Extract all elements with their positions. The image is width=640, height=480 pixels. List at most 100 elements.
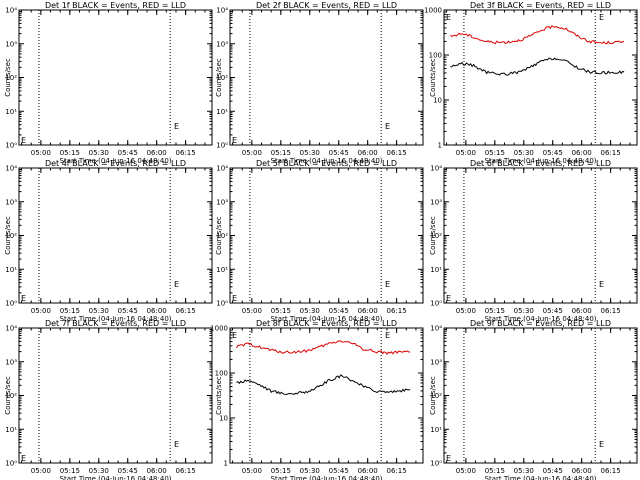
event-flag: E <box>446 13 451 22</box>
series-line-1 <box>450 57 625 76</box>
series-line-1 <box>236 374 411 396</box>
event-flag: E <box>599 280 604 289</box>
x-axis-label: Start Time (04-Jun-16 04:48:40) <box>485 475 597 480</box>
y-tick-label: 10⁴ <box>5 7 17 15</box>
x-tick-label: 05:45 <box>543 467 563 475</box>
x-tick-label: 06:00 <box>147 149 167 157</box>
x-axis-label: Start Time (04-Jun-16 04:48:40) <box>485 157 597 165</box>
event-flag: E <box>446 294 451 303</box>
y-axis-label: Counts/sec <box>4 376 12 415</box>
x-tick-label: 05:00 <box>242 149 262 157</box>
y-tick-label: 10³ <box>5 358 17 366</box>
y-tick-label: 1000 <box>424 7 442 15</box>
y-tick-label: 100 <box>215 370 228 378</box>
y-tick-label: 10² <box>216 74 228 82</box>
x-axis-label: Start Time (04-Jun-16 04:48:40) <box>485 315 597 323</box>
y-tick-label: 10³ <box>430 198 442 206</box>
panel-title: Det 3f BLACK = Events, RED = LLD <box>470 1 611 10</box>
plot-frame <box>18 327 213 464</box>
plot-frame <box>18 167 213 304</box>
plot-frame <box>443 9 638 146</box>
y-tick-label: 10⁰ <box>430 460 442 468</box>
y-tick-label: 10⁰ <box>216 300 228 308</box>
x-tick-label: 05:45 <box>118 307 138 315</box>
y-tick-label: 10⁴ <box>216 165 228 173</box>
x-tick-label: 05:15 <box>271 149 291 157</box>
plot-frame <box>229 9 424 146</box>
y-tick-label: 10³ <box>5 40 17 48</box>
y-axis-label: Counts/sec <box>215 58 223 97</box>
x-tick-label: 06:15 <box>176 149 196 157</box>
x-tick-label: 05:30 <box>300 307 320 315</box>
x-tick-label: 06:00 <box>358 467 378 475</box>
y-tick-label: 10³ <box>216 198 228 206</box>
det-panel-4: Det 4f BLACK = Events, RED = LLD 10⁰ 10¹ 10… <box>4 159 213 323</box>
y-tick-label: 10⁴ <box>430 165 442 173</box>
x-tick-label: 05:30 <box>89 307 109 315</box>
y-tick-label: 10² <box>216 232 228 240</box>
event-flag: E <box>599 440 604 449</box>
event-flag: E <box>232 331 237 340</box>
y-tick-label: 10 <box>433 97 442 105</box>
y-axis-label: Counts/sec <box>429 216 437 255</box>
x-tick-label: 06:00 <box>147 307 167 315</box>
x-tick-label: 05:45 <box>329 149 349 157</box>
y-axis-label: Counts/sec <box>215 216 223 255</box>
det-panel-2: Det 2f BLACK = Events, RED = LLD 10⁰ 10¹ 10… <box>215 1 424 165</box>
x-tick-label: 05:15 <box>485 307 505 315</box>
y-tick-label: 10⁰ <box>216 142 228 150</box>
panel-title: Det 2f BLACK = Events, RED = LLD <box>256 1 397 10</box>
x-axis-label: Start Time (04-Jun-16 04:48:40) <box>60 157 172 165</box>
det-panel-8: Det 8f BLACK = Events, RED = LLD 1 10 100 10… <box>210 319 424 480</box>
x-tick-label: 05:00 <box>242 467 262 475</box>
x-tick-label: 05:30 <box>514 307 534 315</box>
series-line-0 <box>235 340 411 356</box>
x-tick-label: 05:45 <box>543 149 563 157</box>
y-tick-label: 1 <box>438 142 442 150</box>
y-axis-label: Counts/sec <box>4 58 12 97</box>
x-tick-label: 06:00 <box>572 307 592 315</box>
event-flag: E <box>385 280 390 289</box>
x-tick-label: 06:15 <box>176 307 196 315</box>
y-axis-label: Counts/sec <box>4 216 12 255</box>
x-tick-label: 06:15 <box>601 149 621 157</box>
x-tick-label: 06:15 <box>387 467 407 475</box>
plot-frame <box>229 167 424 304</box>
x-tick-label: 05:30 <box>89 467 109 475</box>
x-tick-label: 05:45 <box>118 467 138 475</box>
det-panel-5: Det 5f BLACK = Events, RED = LLD 10⁰ 10¹ 10… <box>215 159 424 323</box>
y-tick-label: 10² <box>5 232 17 240</box>
x-tick-label: 06:15 <box>601 307 621 315</box>
x-tick-label: 05:15 <box>60 467 80 475</box>
x-tick-label: 05:45 <box>118 149 138 157</box>
y-tick-label: 10² <box>430 392 442 400</box>
x-tick-label: 06:15 <box>387 307 407 315</box>
x-tick-label: 05:00 <box>456 467 476 475</box>
det-panel-6: Det 6f BLACK = Events, RED = LLD 10⁰ 10¹ 10… <box>429 159 638 323</box>
x-tick-label: 05:00 <box>242 307 262 315</box>
x-tick-label: 05:30 <box>514 149 534 157</box>
x-tick-label: 06:00 <box>147 467 167 475</box>
x-tick-label: 06:00 <box>572 149 592 157</box>
x-tick-label: 05:15 <box>60 149 80 157</box>
x-tick-label: 05:15 <box>485 467 505 475</box>
det-panel-9: Det 9f BLACK = Events, RED = LLD 10⁰ 10¹ 10… <box>429 319 638 480</box>
panel-title: Det 7f BLACK = Events, RED = LLD <box>45 319 186 328</box>
panel-title: Det 4f BLACK = Events, RED = LLD <box>45 159 186 168</box>
y-tick-label: 10⁰ <box>5 142 17 150</box>
x-tick-label: 06:15 <box>601 467 621 475</box>
y-tick-label: 10⁴ <box>5 325 17 333</box>
y-tick-label: 10¹ <box>430 426 442 434</box>
x-tick-label: 05:15 <box>271 467 291 475</box>
plot-frame <box>443 327 638 464</box>
y-tick-label: 10⁴ <box>5 165 17 173</box>
event-flag: E <box>385 331 390 340</box>
y-tick-label: 100 <box>429 52 442 60</box>
x-tick-label: 05:45 <box>329 307 349 315</box>
y-tick-label: 10 <box>219 415 228 423</box>
x-axis-label: Start Time (04-Jun-16 04:48:40) <box>60 475 172 480</box>
y-tick-label: 10¹ <box>5 426 17 434</box>
panel-title: Det 9f BLACK = Events, RED = LLD <box>470 319 611 328</box>
y-axis-label: Counts/sec <box>215 376 223 415</box>
event-flag: E <box>174 440 179 449</box>
